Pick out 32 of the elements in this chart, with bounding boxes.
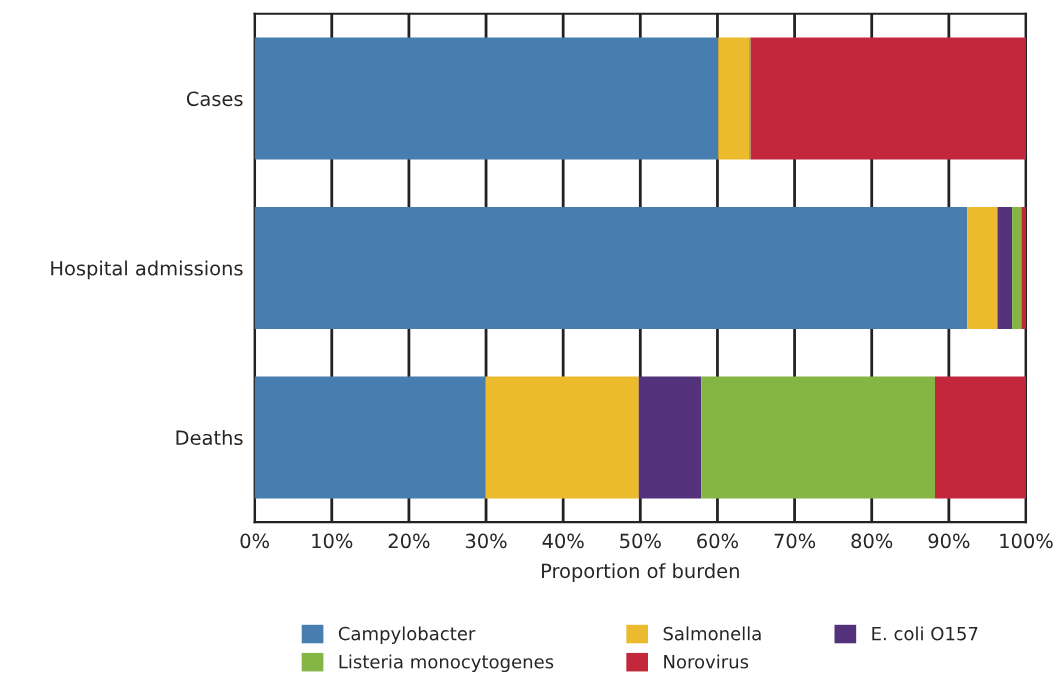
x-tick-label: 10% [312, 533, 353, 549]
bar [750, 37, 1026, 160]
x-tick-label: 40% [542, 533, 584, 549]
bar [934, 376, 1026, 499]
x-tick-label: 90% [928, 533, 970, 549]
legend-label: Listeria monocytogenes [339, 654, 554, 673]
x-tick-label: 70% [774, 533, 816, 549]
y-tick-label: Hospital admissions [51, 260, 243, 280]
x-axis-title: Proportion of burden [542, 563, 739, 582]
legend-label: Salmonella [663, 626, 761, 641]
x-tick-label: 60% [697, 533, 738, 549]
bar [485, 376, 639, 499]
bar [638, 376, 702, 499]
bar [254, 376, 486, 499]
y-tick-label: Deaths [176, 430, 243, 446]
x-tick-label: 50% [620, 533, 661, 549]
bar [967, 206, 998, 329]
legend-label: E. coli O157 [872, 626, 978, 641]
bar [1012, 206, 1022, 329]
x-tick-label: 80% [851, 533, 893, 549]
bar [997, 206, 1013, 329]
bar [254, 37, 719, 160]
x-tick-label: 30% [465, 533, 507, 549]
x-tick-label: 0% [240, 533, 269, 549]
bar [701, 376, 935, 499]
legend-label: Campylobacter [338, 626, 476, 644]
y-tick-label: Cases [186, 91, 243, 107]
x-tick-label: 100% [1000, 533, 1053, 549]
bar [718, 37, 750, 160]
x-tick-label: 20% [388, 533, 430, 549]
bar [254, 206, 968, 329]
legend-label: Norovirus [664, 654, 749, 669]
